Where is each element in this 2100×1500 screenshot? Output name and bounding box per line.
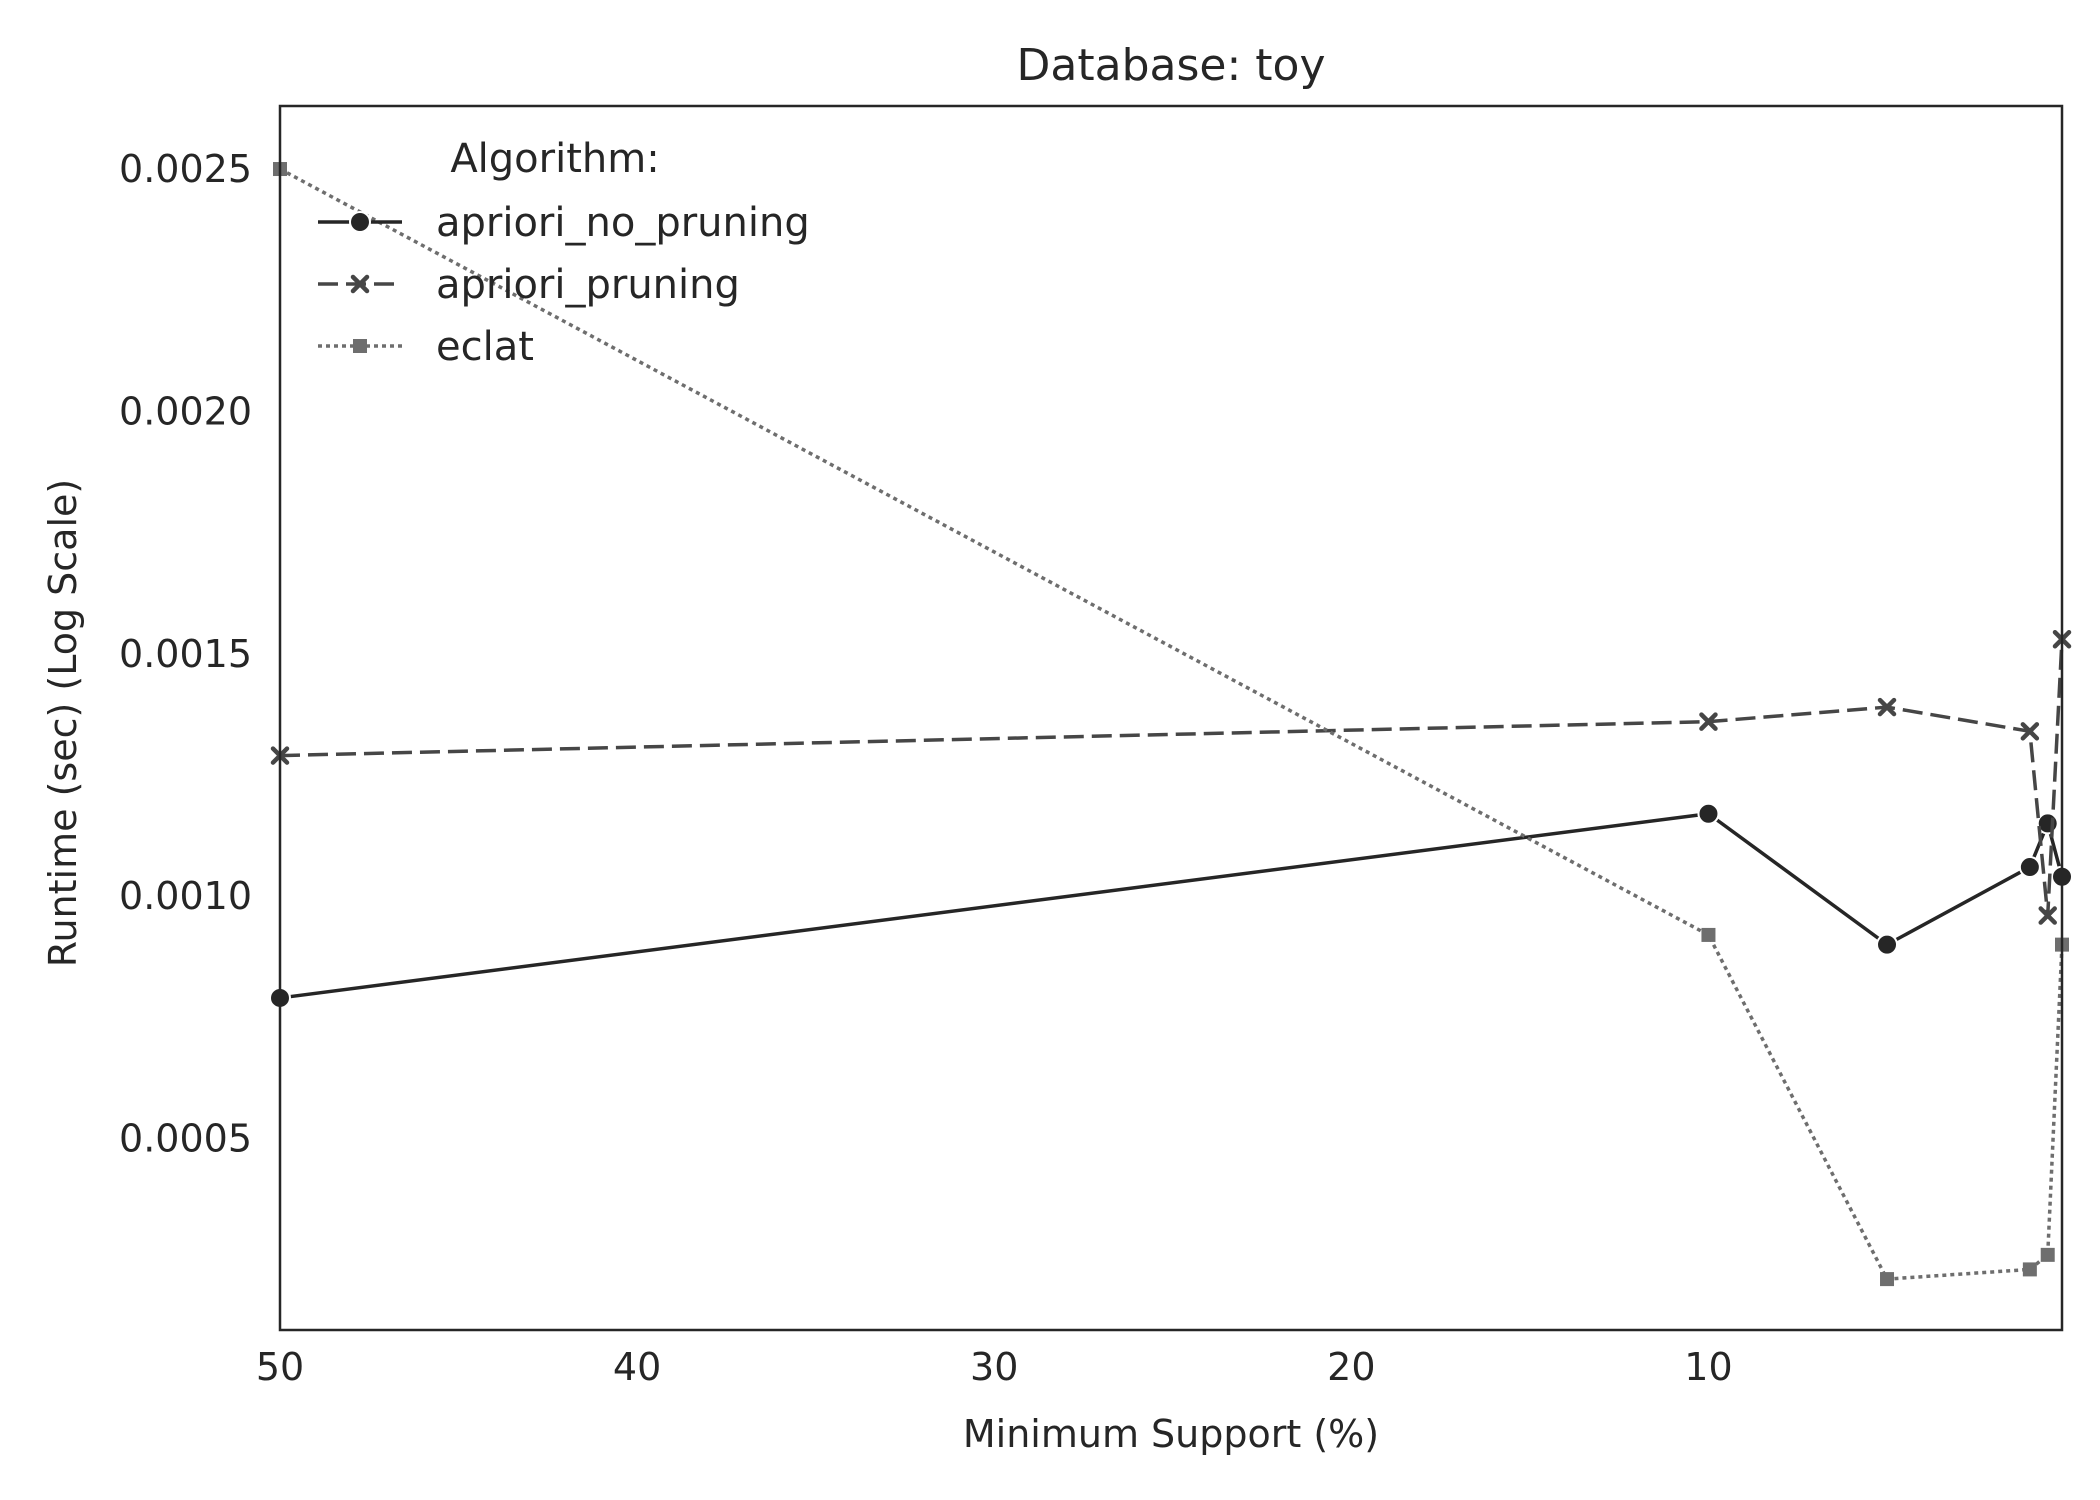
legend-marker [349,211,371,233]
x-tick-label: 30 [970,1345,1018,1389]
legend-item-apriori_pruning: apriori_pruning [318,262,740,308]
legend-item-apriori_no_pruning: apriori_no_pruning [318,200,810,246]
y-axis-label: Runtime (sec) (Log Scale) [41,479,85,967]
x-tick-label: 50 [256,1345,304,1389]
legend-marker [350,274,370,294]
data-point-apriori_pruning [1877,697,1897,717]
legend: Algorithm: apriori_no_pruning apriori_prun… [318,136,810,370]
y-tick-label: 0.0025 [119,147,252,191]
data-point-apriori_pruning [2020,722,2040,741]
y-tick-label: 0.0020 [119,389,252,433]
y-axis-ticks: 0.0005 0.0010 0.0015 0.0020 0.0025 [119,147,252,1161]
y-tick-label: 0.0005 [119,1117,252,1161]
y-tick-label: 0.0010 [119,874,252,918]
series-eclat [273,162,2069,1287]
data-point-apriori_no_pruning [1876,933,1899,956]
data-point-eclat [1701,927,1716,942]
x-tick-label: 20 [1327,1345,1375,1389]
data-point-apriori_pruning [2038,906,2057,925]
x-tick-label: 40 [613,1345,661,1389]
legend-label: eclat [436,324,534,370]
x-tick-label: 10 [1684,1345,1732,1389]
legend-marker [353,339,367,353]
data-point-eclat [2022,1262,2037,1277]
y-tick-label: 0.0015 [119,632,252,676]
data-point-eclat [2040,1247,2055,1262]
legend-label: apriori_pruning [436,262,740,308]
legend-item-eclat: eclat [318,324,534,370]
x-axis-ticks: 50 40 30 20 10 [256,1345,1733,1389]
plot-frame [278,104,2064,1332]
data-point-apriori_pruning [1699,712,1718,731]
data-point-eclat [1880,1272,1895,1287]
data-point-apriori_no_pruning [2018,856,2041,879]
legend-label: apriori_no_pruning [436,200,810,246]
legend-title: Algorithm: [450,136,659,182]
series-line-eclat [279,167,2064,1281]
series-line-apriori_pruning [279,639,2064,918]
data-point-apriori_no_pruning [1697,802,1720,825]
series-apriori_pruning [270,629,2072,925]
chart-title: Database: toy [1017,40,1326,91]
x-axis-label: Minimum Support (%) [963,1412,1379,1456]
series-layer [269,162,2073,1287]
